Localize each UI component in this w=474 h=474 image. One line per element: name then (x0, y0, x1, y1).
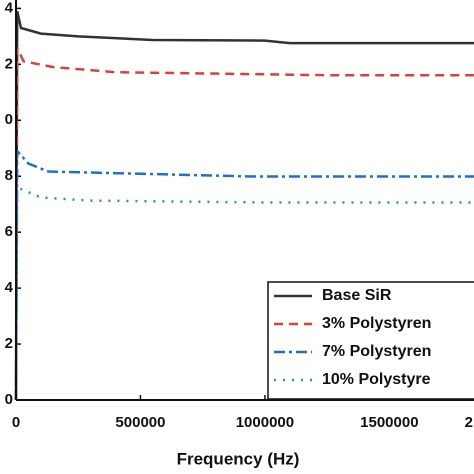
legend-label: 7% Polystyren (322, 343, 431, 360)
legend-label: 3% Polystyren (322, 315, 431, 332)
legend-box (267, 281, 474, 400)
legend-label: Base SiR (322, 287, 392, 304)
y-tick-label: 8 (5, 167, 13, 184)
legend-label: 10% Polystyre (322, 371, 431, 388)
y-tick-label: 2 (5, 55, 13, 72)
y-tick-label: 4 (5, 0, 14, 16)
x-tick-label: 2 (465, 414, 473, 431)
x-tick-label: 500000 (115, 414, 165, 431)
y-tick-label: 2 (5, 335, 13, 352)
y-tick-label: 6 (5, 223, 13, 240)
x-axis-label: Frequency (Hz) (177, 449, 300, 468)
x-tick-label: 1000000 (236, 414, 294, 431)
y-tick-label: 0 (5, 111, 13, 128)
series-line (14, 47, 474, 401)
y-tick-label: 0 (5, 391, 13, 408)
series-line (14, 10, 474, 401)
x-tick-label: 1500000 (360, 414, 418, 431)
x-tick-label: 0 (12, 414, 20, 431)
y-tick-label: 4 (5, 279, 14, 296)
